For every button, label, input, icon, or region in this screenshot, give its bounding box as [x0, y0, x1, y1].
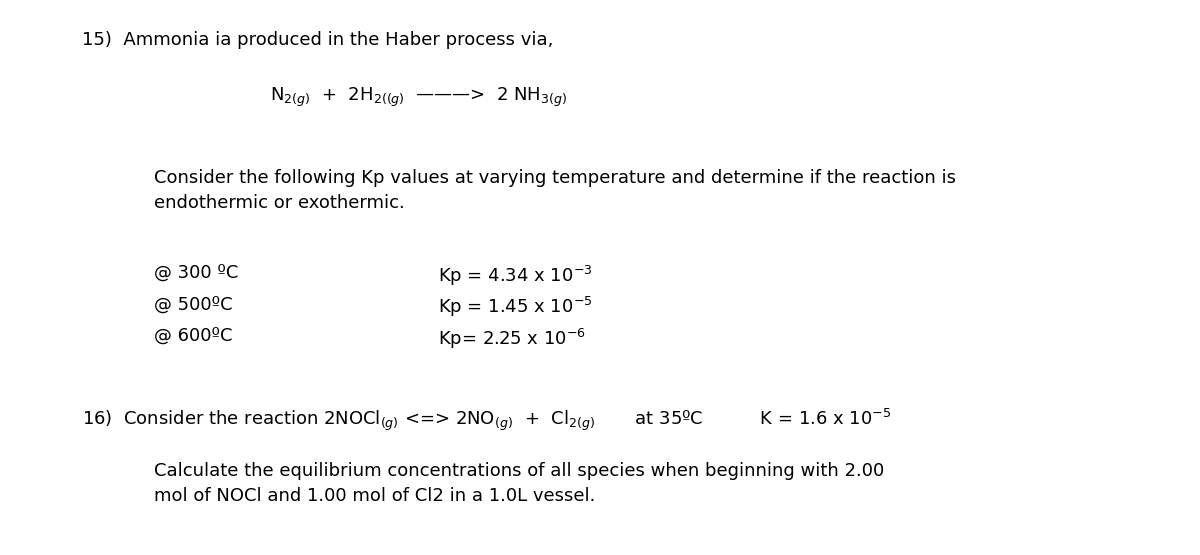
Text: N$_{2(g)}$  +  2H$_{2((g)}$  ———>  2 NH$_{3(g)}$: N$_{2(g)}$ + 2H$_{2((g)}$ ———> 2 NH$_{3(… [270, 86, 566, 109]
Text: 16)  Consider the reaction 2NOCl$_{(g)}$ <=> 2NO$_{(g)}$  +  Cl$_{2(g)}$       a: 16) Consider the reaction 2NOCl$_{(g)}$ … [82, 406, 890, 432]
Text: 15)  Ammonia ia produced in the Haber process via,: 15) Ammonia ia produced in the Haber pro… [82, 31, 553, 48]
Text: @ 300 ºC: @ 300 ºC [154, 264, 238, 281]
Text: Consider the following Kp values at varying temperature and determine if the rea: Consider the following Kp values at vary… [154, 169, 955, 212]
Text: Calculate the equilibrium concentrations of all species when beginning with 2.00: Calculate the equilibrium concentrations… [154, 462, 884, 504]
Text: @ 600ºC: @ 600ºC [154, 327, 232, 345]
Text: @ 500ºC: @ 500ºC [154, 295, 233, 313]
Text: Kp = 4.34 x 10$^{-3}$: Kp = 4.34 x 10$^{-3}$ [438, 264, 593, 287]
Text: Kp= 2.25 x 10$^{-6}$: Kp= 2.25 x 10$^{-6}$ [438, 327, 586, 351]
Text: Kp = 1.45 x 10$^{-5}$: Kp = 1.45 x 10$^{-5}$ [438, 295, 593, 319]
